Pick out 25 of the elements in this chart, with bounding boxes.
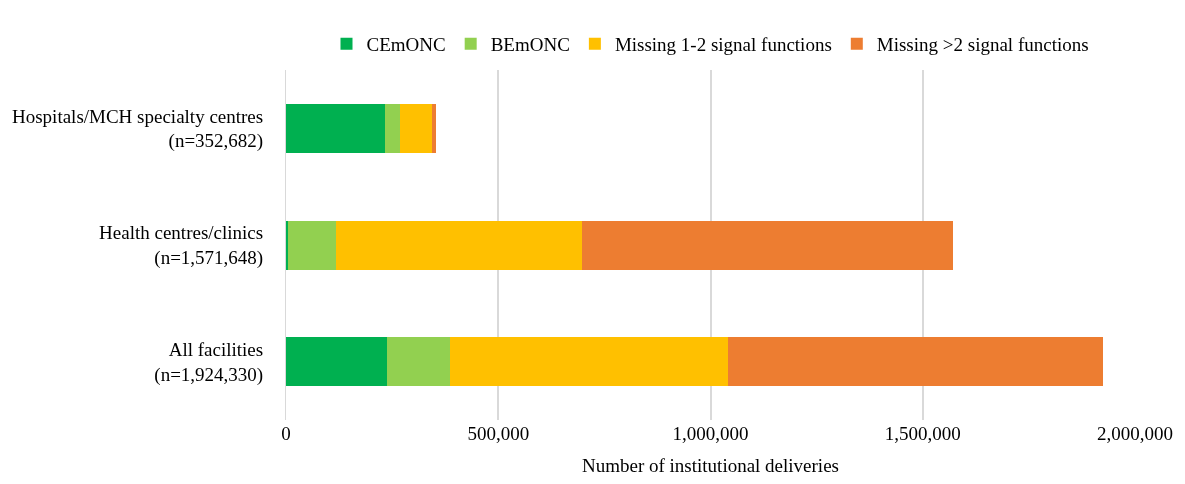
y-tick-label: All facilities (n=1,924,330) xyxy=(154,338,264,386)
bar xyxy=(384,103,401,153)
legend-label: Missing >2 signal functions xyxy=(876,34,1089,56)
bar xyxy=(432,103,436,153)
x-tick-label: 1,500,000 xyxy=(884,423,961,444)
bar xyxy=(387,337,450,387)
y-tick-label: Hospitals/MCH specialty centres (n=352,682) xyxy=(12,105,264,153)
bar xyxy=(400,103,433,153)
bar xyxy=(286,103,385,153)
x-tick-label: 2,000,000 xyxy=(1097,423,1173,444)
y-tick-label: Health centres/clinics (n=1,571,648) xyxy=(99,222,264,269)
x-tick-label: 1,000,000 xyxy=(672,423,749,444)
x-tick-label: 500,000 xyxy=(467,423,530,444)
x-axis-title: Number of institutional deliveries xyxy=(582,454,839,476)
legend-label: BEmONC xyxy=(490,34,570,56)
bar xyxy=(727,337,1103,387)
bar xyxy=(286,220,289,270)
bar xyxy=(335,220,582,270)
bar xyxy=(581,220,954,270)
bar xyxy=(286,337,388,387)
bar xyxy=(449,337,728,387)
legend-label: Missing 1-2 signal functions xyxy=(614,34,832,56)
legend-label: CEmONC xyxy=(366,34,446,56)
x-tick-label: 0 xyxy=(281,423,291,444)
bar xyxy=(288,220,336,270)
